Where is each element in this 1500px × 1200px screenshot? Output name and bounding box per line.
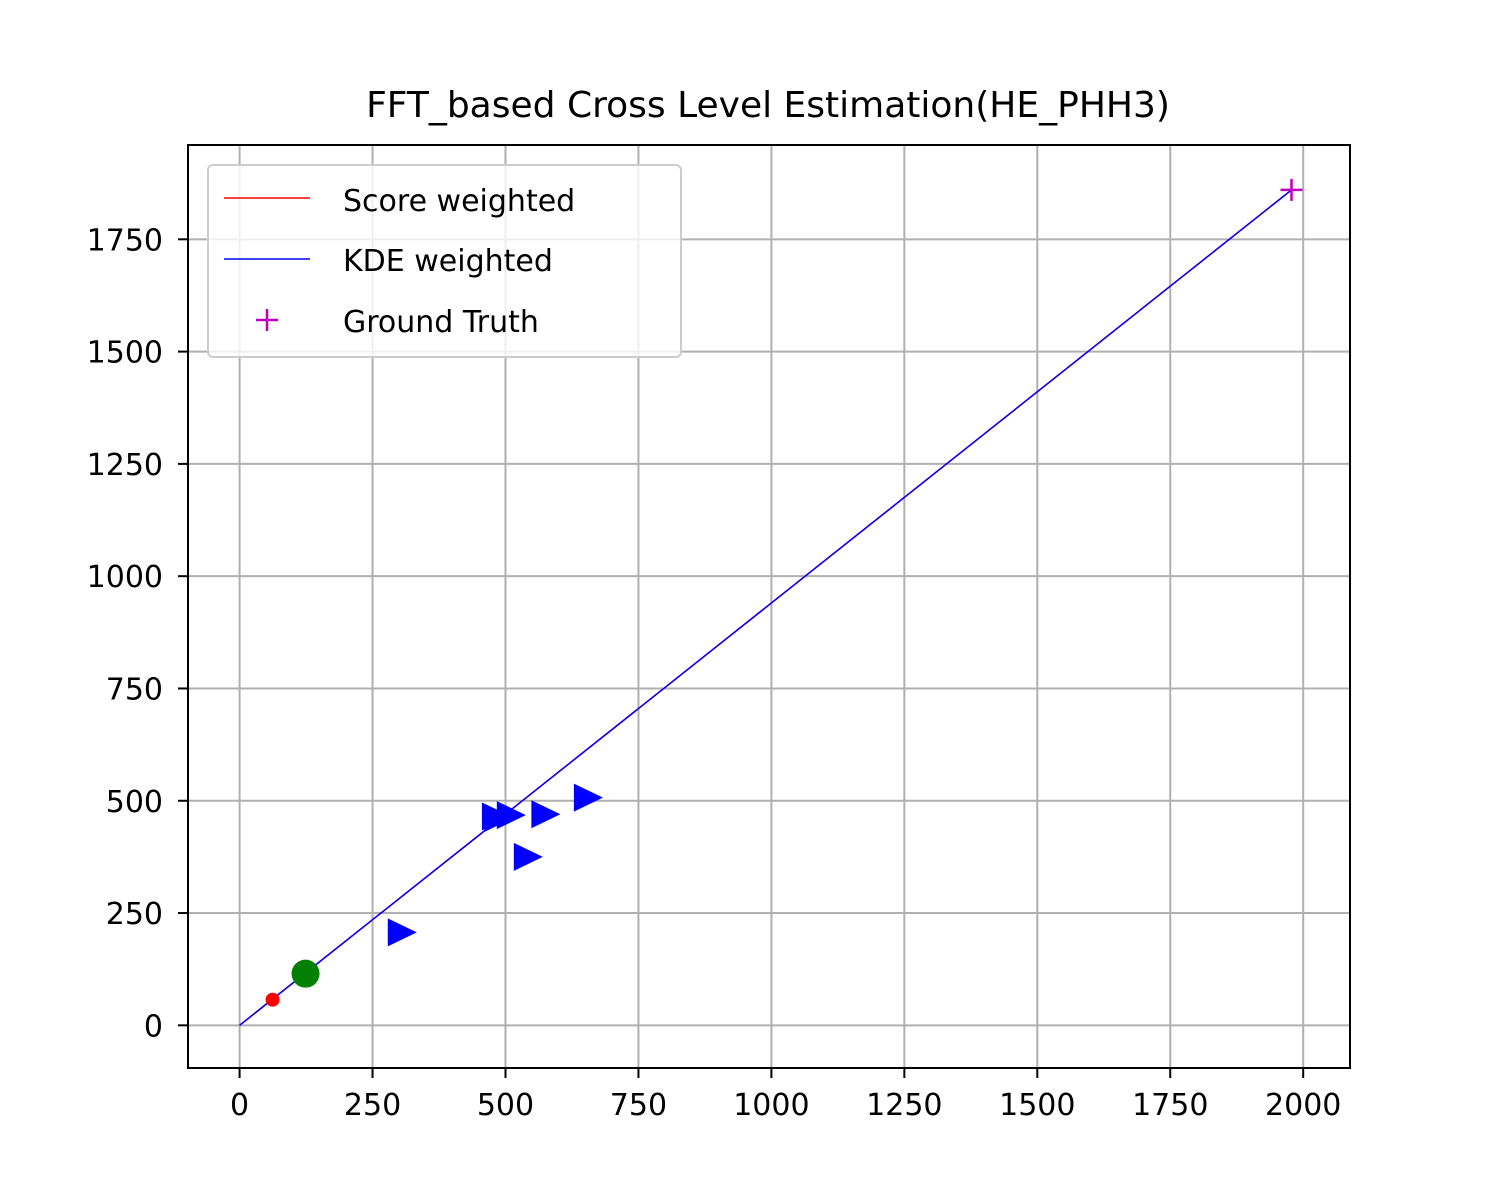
legend-item-kde-weighted: KDE weighted <box>224 244 553 279</box>
plot-frame <box>187 144 1351 1069</box>
legend-box <box>207 164 682 358</box>
legend-item-score-weighted: Score weighted <box>224 184 575 219</box>
y-tick-label: 1500 <box>87 336 163 371</box>
legend: Score weighted KDE weighted Ground Truth <box>207 164 682 358</box>
x-tick-label: 1500 <box>999 1088 1075 1123</box>
ground-truth-marker <box>1280 178 1303 201</box>
y-tick-label: 0 <box>144 1009 163 1044</box>
x-tick-label: 1000 <box>733 1088 809 1123</box>
y-tick-label: 1250 <box>87 448 163 483</box>
y-tick-label: 1750 <box>87 223 163 258</box>
triangle-point <box>531 800 561 829</box>
y-tick-label: 750 <box>106 672 163 707</box>
triangle-point <box>573 783 603 812</box>
legend-label-kde-weighted: KDE weighted <box>343 244 553 279</box>
triangle-point <box>513 842 543 871</box>
red-circle-point <box>265 992 280 1007</box>
legend-label-ground-truth: Ground Truth <box>343 305 539 340</box>
x-tick-label: 1750 <box>1132 1088 1208 1123</box>
y-tick-label: 1000 <box>87 560 163 595</box>
chart-title: FFT_based Cross Level Estimation(HE_PHH3… <box>366 85 1170 126</box>
legend-item-ground-truth: Ground Truth <box>256 305 539 340</box>
x-tick-label: 1250 <box>866 1088 942 1123</box>
legend-label-score-weighted: Score weighted <box>343 184 575 219</box>
x-tick-label: 0 <box>230 1088 249 1123</box>
y-tick-label: 250 <box>106 897 163 932</box>
triangle-point <box>387 918 417 947</box>
x-tick-label: 250 <box>344 1088 401 1123</box>
x-tick-label: 2000 <box>1265 1088 1341 1123</box>
axis-ticks: 0 250 500 750 1000 1250 1500 1750 2000 0 250 500 750… <box>87 223 1342 1123</box>
kde-weighted-line <box>239 189 1292 1026</box>
green-circle-point <box>291 959 320 988</box>
x-tick-label: 500 <box>477 1088 534 1123</box>
x-tick-label: 750 <box>610 1088 667 1123</box>
plot-data <box>239 178 1303 1026</box>
triangle-point <box>496 801 526 830</box>
y-tick-label: 500 <box>106 785 163 820</box>
legend-swatch-ground-truth <box>256 309 278 331</box>
